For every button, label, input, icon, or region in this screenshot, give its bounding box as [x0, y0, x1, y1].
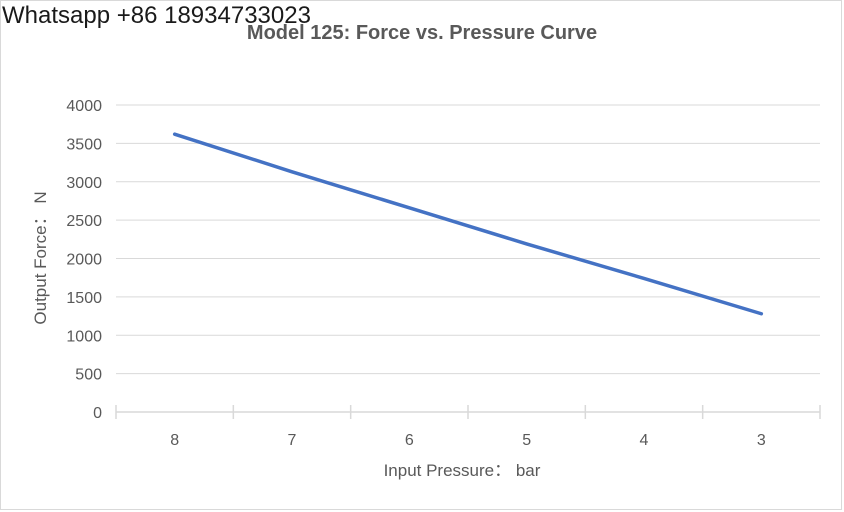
y-tick-label: 500	[75, 367, 102, 384]
y-tick-label: 3000	[66, 175, 102, 192]
x-tick-label: 3	[757, 432, 766, 449]
watermark-text: Whatsapp +86 18934733023	[2, 2, 311, 29]
y-tick-label: 1000	[66, 328, 102, 345]
y-axis-ticks: 0 500 1000 1500 2000 2500 3000 3500 4000	[66, 98, 102, 422]
x-axis	[115, 405, 821, 419]
x-tick-label: 4	[640, 432, 649, 449]
grid-lines	[116, 104, 820, 375]
y-tick-label: 4000	[66, 98, 102, 115]
x-axis-title: Input Pressure： bar	[384, 461, 541, 480]
x-tick-label: 8	[170, 432, 179, 449]
x-axis-ticks: 8 7 6 5 4 3	[170, 432, 766, 449]
series-line	[172, 132, 764, 316]
x-tick-label: 5	[522, 432, 531, 449]
y-tick-label: 2000	[66, 252, 102, 269]
chart-title: Model 125: Force vs. Pressure Curve	[247, 22, 597, 44]
y-tick-label: 2500	[66, 213, 102, 230]
x-tick-label: 6	[405, 432, 414, 449]
y-tick-label: 0	[93, 405, 102, 422]
y-axis-title: Output Force： N	[31, 191, 50, 324]
x-tick-label: 7	[288, 432, 297, 449]
y-tick-label: 3500	[66, 136, 102, 153]
series-group	[172, 132, 764, 316]
y-tick-label: 1500	[66, 290, 102, 307]
